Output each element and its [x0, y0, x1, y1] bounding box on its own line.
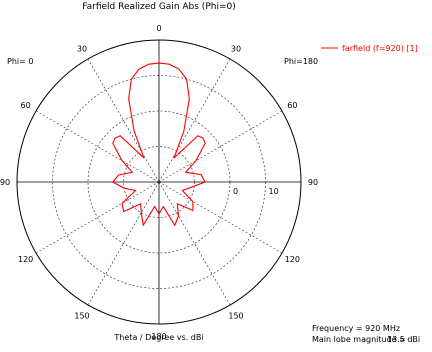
radial-ring-labels: 0 10	[233, 187, 279, 196]
angle-spoke-8	[35, 181, 160, 254]
data-point-0-26	[188, 98, 190, 99]
angle-spoke-1	[158, 58, 231, 183]
data-point-0-42	[174, 224, 176, 226]
main-lobe-value: 13.5 dBi	[387, 335, 421, 344]
data-point-0-44	[158, 213, 160, 215]
data-point-0-30	[202, 137, 204, 139]
data-point-0-5	[123, 211, 125, 213]
angle-tick-label-2: 60	[287, 101, 297, 110]
data-point-0-23	[168, 63, 170, 65]
legend-label: farfield (f=920) [1]	[342, 44, 418, 53]
phi-right-label: Phi=180	[284, 57, 318, 66]
data-point-0-36	[190, 187, 191, 188]
data-point-0-35	[204, 181, 206, 183]
frequency-readout: Frequency = 920 MHz	[312, 324, 401, 333]
data-point-0-38	[192, 201, 194, 202]
angle-tick-label-6: 180	[151, 332, 166, 341]
angle-spoke-11	[87, 58, 160, 183]
data-point-0-27	[183, 130, 185, 132]
angle-tick-label-9: 90	[0, 178, 10, 187]
data-point-0-18	[128, 98, 130, 99]
data-point-0-19	[131, 78, 132, 80]
angle-tick-label-5: 150	[228, 311, 243, 320]
radial-ring-label-0: 0	[233, 187, 238, 196]
data-point-0-9	[112, 181, 114, 183]
data-point-0-40	[176, 203, 178, 205]
data-point-0-31	[204, 142, 206, 144]
data-point-0-6	[121, 202, 123, 204]
data-point-0-41	[178, 215, 179, 217]
data-point-0-13	[112, 142, 114, 144]
data-point-0-10	[118, 174, 120, 176]
series-curves	[112, 62, 206, 226]
angle-tick-label-0: 0	[156, 24, 161, 33]
data-point-0-11	[131, 171, 133, 173]
data-point-0-34	[200, 174, 202, 176]
data-point-0-12	[121, 160, 123, 162]
data-point-0-43	[162, 206, 164, 207]
data-point-0-32	[195, 160, 197, 162]
chart-title: Farfield Realized Gain Abs (Phi=0)	[82, 2, 235, 12]
legend: farfield (f=920) [1]	[321, 44, 418, 53]
data-point-0-17	[133, 130, 135, 132]
angle-tick-label-11: 30	[77, 45, 87, 54]
data-point-0-29	[197, 135, 199, 137]
data-point-0-33	[185, 171, 187, 173]
data-point-0-1	[154, 206, 156, 207]
angle-tick-label-4: 120	[285, 255, 300, 264]
data-point-0-4	[140, 203, 142, 205]
data-point-0-28	[173, 157, 175, 159]
angle-tick-label-10: 60	[21, 101, 31, 110]
data-point-0-25	[186, 78, 187, 80]
x-axis-label: Theta / Degree vs. dBi	[113, 333, 203, 342]
angle-tick-label-7: 150	[74, 311, 89, 320]
data-point-0-3	[140, 212, 142, 214]
phi-left-label: Phi= 0	[7, 57, 33, 66]
data-point-0-22	[158, 62, 160, 64]
data-point-0-39	[192, 210, 194, 211]
data-point-0-8	[123, 187, 125, 189]
data-point-0-16	[143, 157, 145, 159]
data-point-0-14	[114, 137, 116, 139]
angle-tick-label-1: 30	[231, 45, 241, 54]
main-lobe-label: Main lobe magnitude =	[312, 335, 406, 344]
polar-grid	[16, 39, 302, 325]
angle-tick-label-8: 120	[18, 255, 33, 264]
data-point-0-24	[178, 68, 180, 70]
data-point-0-20	[138, 68, 140, 70]
angle-spoke-10	[35, 110, 160, 183]
data-point-0-21	[148, 63, 150, 65]
angle-spoke-5	[158, 181, 231, 306]
data-point-0-15	[119, 135, 121, 137]
angle-tick-label-3: 90	[308, 178, 318, 187]
data-point-0-7	[135, 190, 137, 191]
angle-tick-labels: 0 30 60 90 120 150 180 150 120 90 60 30	[0, 24, 318, 341]
data-point-0-37	[181, 190, 183, 191]
radial-ring-label-1: 10	[269, 187, 279, 196]
data-point-0-2	[142, 224, 144, 226]
